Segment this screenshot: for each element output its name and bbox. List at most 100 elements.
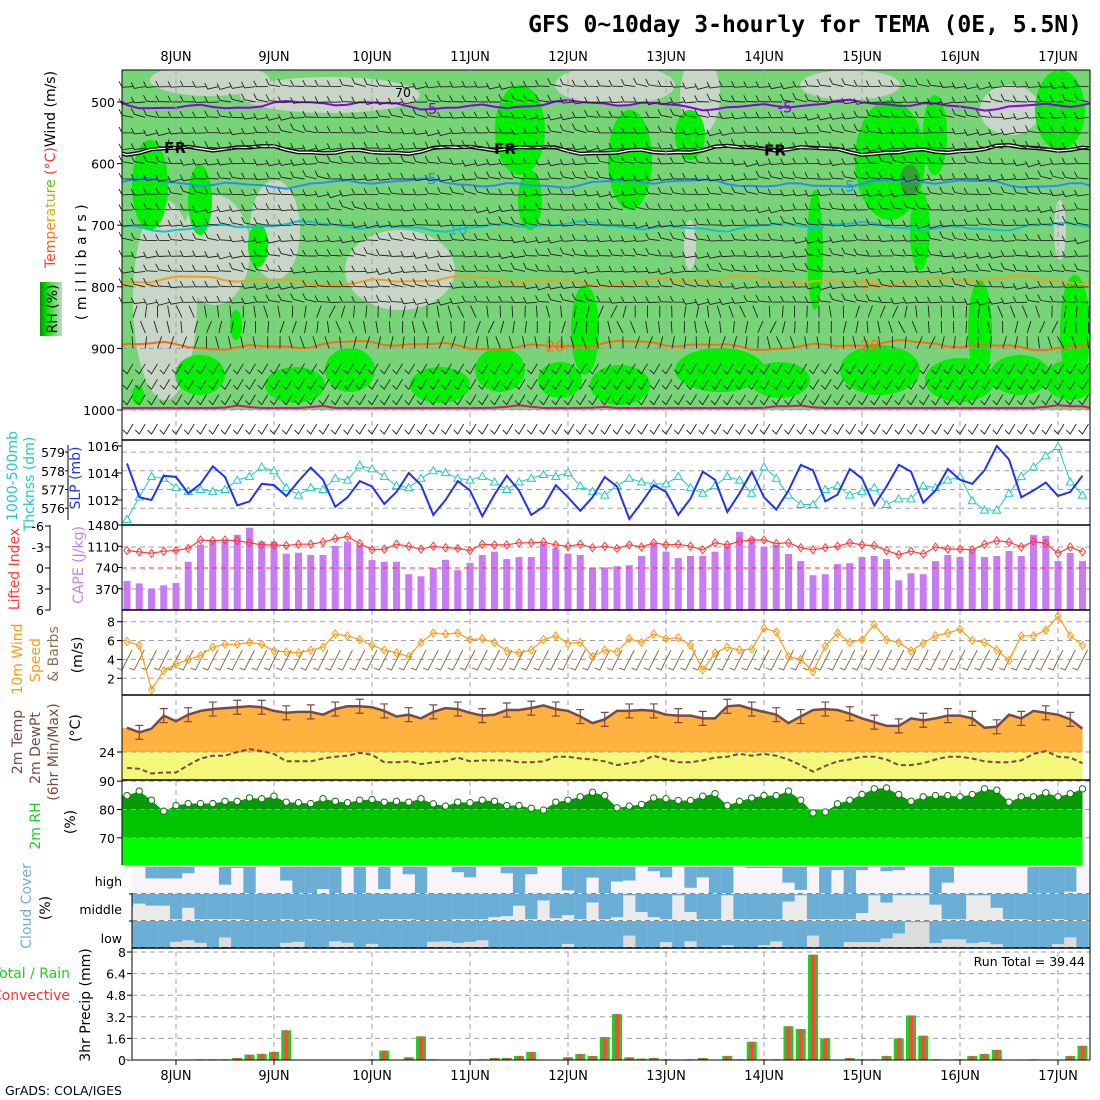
wind-barb xyxy=(869,394,881,406)
wind-barb xyxy=(1074,202,1089,211)
lifted-index-point xyxy=(564,541,572,552)
wind-barb xyxy=(853,79,869,88)
wind-barb xyxy=(955,394,967,406)
wind-barb xyxy=(130,297,146,305)
wind-barb xyxy=(277,171,293,180)
wind-barb xyxy=(780,189,795,197)
cloud-bar-middle xyxy=(133,894,146,904)
wind-barb xyxy=(645,98,660,106)
wind-barb xyxy=(461,140,477,149)
cloud-bar-low xyxy=(696,921,709,947)
wind-barb xyxy=(767,141,783,149)
cloud-bar-middle xyxy=(255,894,268,920)
wind-barb xyxy=(645,111,660,118)
wind-barb xyxy=(1037,280,1052,288)
dry-area xyxy=(1054,200,1066,260)
wind-tick-label: 8 xyxy=(107,615,115,630)
min-max-errorbar xyxy=(306,704,315,720)
wind-barb xyxy=(326,296,342,303)
wind-barb xyxy=(951,219,967,227)
wind-barb xyxy=(596,218,611,226)
contour-label: -5 xyxy=(423,100,438,118)
wind-barb xyxy=(302,96,317,103)
wind-barb xyxy=(402,305,406,318)
wind-barb xyxy=(1088,305,1090,318)
moist-area xyxy=(571,285,599,375)
wind-barb xyxy=(375,202,391,211)
wind-barb xyxy=(914,174,930,182)
wind-barb xyxy=(179,159,195,166)
contour-label: 20 xyxy=(545,337,564,355)
rh-tick-label: 90 xyxy=(99,774,115,789)
wind-barb xyxy=(992,378,1004,390)
wind-barb xyxy=(927,280,942,288)
wind-barb xyxy=(816,264,832,272)
wind-speed-point xyxy=(478,633,486,644)
cloud-bar-middle xyxy=(892,894,905,896)
cloud-bar-high xyxy=(145,867,158,879)
wind-barb xyxy=(698,363,710,375)
cape-bar xyxy=(160,585,168,610)
cloud-bar-high xyxy=(316,867,330,890)
wind-barb xyxy=(539,363,550,375)
wind-barb xyxy=(878,336,881,349)
wind-speed-point xyxy=(968,635,976,646)
cloud-bar-middle xyxy=(745,894,758,920)
wind-speed-point xyxy=(956,624,964,635)
wind-barb xyxy=(510,296,526,303)
cape-bar xyxy=(981,557,988,610)
wind-barb xyxy=(706,234,722,242)
wind-barb xyxy=(388,250,403,257)
wind-barb xyxy=(486,111,501,118)
min-max-errorbar xyxy=(821,701,830,717)
wind-barb xyxy=(1037,111,1052,119)
pressure-tick-label: 500 xyxy=(91,95,115,110)
wind-barb xyxy=(1061,125,1077,134)
wind-barb xyxy=(437,203,452,211)
wind-barb xyxy=(547,187,562,195)
wind-barb xyxy=(988,128,1003,136)
wind-barb xyxy=(498,142,513,149)
wind-barb xyxy=(841,203,856,211)
wind-barb xyxy=(400,250,415,258)
wind-speed-point xyxy=(282,647,290,657)
wind-barb xyxy=(510,262,526,272)
wind-barb xyxy=(281,423,293,435)
wind-barb xyxy=(743,265,758,272)
wind-barb xyxy=(241,189,256,197)
wind-barb xyxy=(865,171,881,180)
thickness-point xyxy=(538,469,549,479)
wind-barb xyxy=(192,264,207,272)
cloud-bar-high xyxy=(770,867,783,869)
wind-barb xyxy=(302,235,317,242)
wind-barb xyxy=(132,305,138,318)
wind-barb xyxy=(339,248,354,257)
wind-barb xyxy=(302,280,317,288)
wind-barb xyxy=(510,111,526,119)
wind-barb xyxy=(608,280,624,288)
wind-barb xyxy=(392,378,403,390)
wind-barb xyxy=(265,159,281,167)
wind-barb xyxy=(155,175,170,182)
wind-barb xyxy=(927,110,942,118)
wind-barb xyxy=(745,320,749,334)
wind-barb-10m xyxy=(337,649,353,671)
wind-barb xyxy=(931,423,942,435)
cloud-bar-low xyxy=(819,921,832,947)
lifted-index-point xyxy=(833,541,842,552)
wind-barb xyxy=(608,110,624,118)
wind-barb xyxy=(510,81,526,89)
precip-convective-bar xyxy=(284,1030,289,1060)
wind-barb xyxy=(314,235,330,243)
wind-barb xyxy=(302,249,317,257)
wind-barb xyxy=(400,172,415,180)
cloud-bar-low xyxy=(721,921,734,946)
dry-area xyxy=(980,85,1040,135)
temperature-unit-label: (°C) xyxy=(43,147,59,179)
wind-barb xyxy=(612,363,624,375)
wind-barb xyxy=(914,96,930,104)
wind-barb xyxy=(192,127,207,134)
wind-barb xyxy=(375,221,391,228)
lifted-index-point xyxy=(490,540,499,550)
wind-barb xyxy=(1012,173,1028,181)
